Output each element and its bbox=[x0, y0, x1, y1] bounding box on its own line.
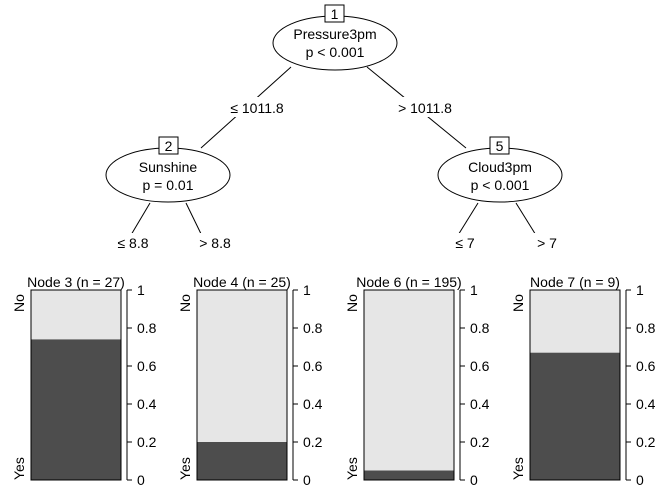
edge-label-le-8-8: ≤ 8.8 bbox=[117, 235, 148, 251]
bar-frame bbox=[363, 289, 455, 481]
class-label-no: No bbox=[11, 294, 27, 312]
y-tick-label: 0.4 bbox=[470, 396, 490, 412]
terminal-node-title: Node 7 (n = 9) bbox=[530, 274, 620, 290]
terminal-node-3: Node 6 (n = 195) No Yes 0 0.2 0.4 0.6 0.8 1 bbox=[344, 274, 490, 488]
bar-frame bbox=[529, 289, 621, 481]
y-tick-label: 0.8 bbox=[137, 320, 157, 336]
node-id-5: 5 bbox=[496, 138, 504, 154]
bar-no-segment bbox=[530, 290, 620, 353]
y-tick-label: 0.2 bbox=[636, 434, 656, 450]
node-variable-sunshine: Sunshine bbox=[139, 159, 198, 175]
y-tick-label: 1 bbox=[137, 282, 145, 298]
terminal-node-4: Node 7 (n = 9)No Yes 0 0.2 0.4 0.6 0.8 1 bbox=[510, 274, 656, 488]
class-label-no: No bbox=[177, 294, 193, 312]
y-tick-label: 1 bbox=[470, 282, 478, 298]
bar-no-segment bbox=[364, 290, 454, 471]
y-tick-label: 0.2 bbox=[470, 434, 490, 450]
y-tick-label: 0.8 bbox=[470, 320, 490, 336]
terminal-node-title: Node 3 (n = 27) bbox=[27, 274, 125, 290]
class-label-yes: Yes bbox=[11, 457, 27, 480]
class-label-yes: Yes bbox=[344, 457, 360, 480]
terminal-node-2: Node 4 (n = 25)No Yes 0 0.2 0.4 0.6 0.8 1 bbox=[177, 274, 323, 488]
edge-labels: ≤ 1011.8 > 1011.8 ≤ 8.8 > 8.8 ≤ 7 > 7 bbox=[108, 97, 563, 253]
y-tick-label: 0.8 bbox=[303, 320, 323, 336]
edge-label-gt-7: > 7 bbox=[537, 235, 557, 251]
inner-node-1: 1 Pressure3pm p < 0.001 bbox=[272, 4, 398, 71]
bar-yes-segment bbox=[364, 470, 454, 480]
node-pvalue-5: p < 0.001 bbox=[471, 177, 530, 193]
edge-label-le-1011-8: ≤ 1011.8 bbox=[230, 100, 284, 116]
y-tick-label: 0.4 bbox=[303, 396, 323, 412]
node-pvalue-1: p < 0.001 bbox=[306, 44, 365, 60]
bar-no-segment bbox=[197, 290, 287, 442]
terminal-node-title: Node 4 (n = 25) bbox=[193, 274, 291, 290]
node-variable-cloud3pm: Cloud3pm bbox=[468, 159, 532, 175]
bar-frame bbox=[196, 289, 288, 481]
y-tick-label: 0.6 bbox=[137, 358, 157, 374]
y-tick-label: 1 bbox=[636, 282, 644, 298]
edge-label-gt-1011-8: > 1011.8 bbox=[398, 100, 452, 116]
class-label-yes: Yes bbox=[177, 457, 193, 480]
y-tick-label: 0.6 bbox=[636, 358, 656, 374]
class-label-yes: Yes bbox=[510, 457, 526, 480]
y-tick-label: 0 bbox=[303, 472, 311, 488]
y-tick-label: 0.2 bbox=[137, 434, 157, 450]
y-tick-label: 0 bbox=[636, 472, 644, 488]
y-tick-label: 0.6 bbox=[303, 358, 323, 374]
edge-label-gt-8-8: > 8.8 bbox=[199, 235, 231, 251]
bar-frame bbox=[30, 289, 122, 481]
y-tick-label: 0.4 bbox=[636, 396, 656, 412]
y-tick-label: 1 bbox=[303, 282, 311, 298]
node-id-1: 1 bbox=[331, 6, 339, 22]
node-pvalue-2: p = 0.01 bbox=[143, 177, 194, 193]
y-tick-label: 0.8 bbox=[636, 320, 656, 336]
bar-no-segment bbox=[31, 290, 121, 340]
bar-yes-segment bbox=[530, 352, 620, 480]
bar-yes-segment bbox=[197, 442, 287, 480]
inner-node-5: 5 Cloud3pm p < 0.001 bbox=[437, 136, 563, 203]
y-tick-label: 0.4 bbox=[137, 396, 157, 412]
y-tick-label: 0.2 bbox=[303, 434, 323, 450]
y-tick-label: 0 bbox=[137, 472, 145, 488]
inner-node-2: 2 Sunshine p = 0.01 bbox=[105, 136, 231, 203]
node-variable-pressure3pm: Pressure3pm bbox=[293, 26, 376, 42]
class-label-no: No bbox=[510, 294, 526, 312]
terminal-node-1: Node 3 (n = 27)No Yes 0 0.2 0.4 0.6 0.8 1 bbox=[11, 274, 157, 488]
class-label-no: No bbox=[344, 294, 360, 312]
y-tick-label: 0.6 bbox=[470, 358, 490, 374]
terminal-node-title: Node 6 (n = 195) bbox=[356, 274, 461, 290]
bar-yes-segment bbox=[31, 339, 121, 480]
node-id-2: 2 bbox=[165, 138, 173, 154]
edge-label-le-7: ≤ 7 bbox=[455, 235, 475, 251]
y-tick-label: 0 bbox=[470, 472, 478, 488]
